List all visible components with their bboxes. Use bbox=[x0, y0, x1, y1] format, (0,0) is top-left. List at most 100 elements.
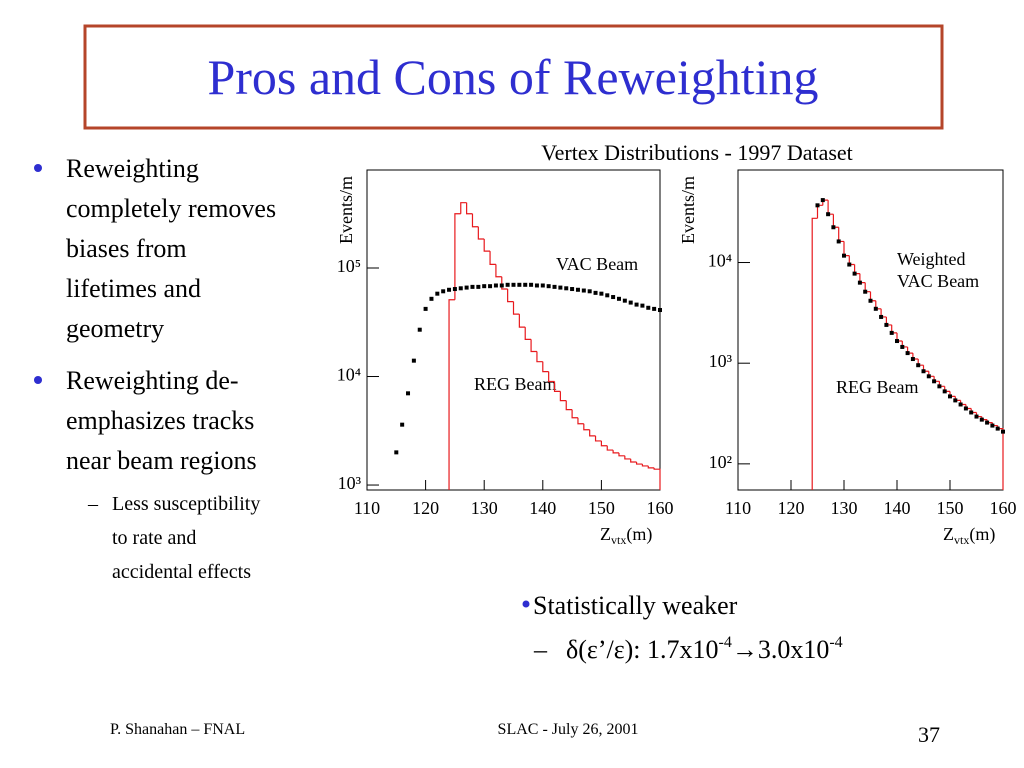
annotation: VAC Beam bbox=[556, 254, 638, 274]
histogram-bin bbox=[635, 462, 643, 465]
data-point bbox=[400, 422, 405, 427]
histogram-bin bbox=[530, 339, 537, 353]
data-point bbox=[470, 284, 475, 289]
histogram-bin bbox=[565, 400, 573, 411]
data-point bbox=[394, 450, 399, 455]
sub-bullet-dash: – bbox=[87, 493, 99, 515]
plot-frame bbox=[366, 169, 661, 491]
data-point bbox=[658, 308, 662, 313]
data-point bbox=[969, 410, 974, 415]
annotation: REG Beam bbox=[836, 377, 919, 397]
y-tick-label: 10³ bbox=[709, 351, 733, 371]
footer-left: P. Shanahan – FNAL bbox=[110, 721, 245, 738]
histogram-bin bbox=[448, 299, 455, 490]
y-axis-label: Events/m bbox=[678, 176, 698, 244]
stat-formula: δ(ε’/ε): 1.7x10-4→3.0x10-4 bbox=[566, 634, 843, 664]
data-point bbox=[831, 225, 836, 230]
data-point bbox=[593, 290, 598, 295]
x-axis-label: Zvtx(m) bbox=[943, 524, 995, 547]
histogram-bin bbox=[489, 251, 496, 265]
data-point bbox=[990, 423, 995, 428]
data-point bbox=[889, 330, 894, 335]
data-point bbox=[435, 291, 440, 296]
data-point bbox=[921, 369, 926, 374]
y-tick-label: 10² bbox=[709, 452, 732, 472]
plot-frame bbox=[737, 169, 1004, 491]
data-point bbox=[868, 298, 873, 303]
data-point bbox=[948, 394, 952, 399]
bullet-line: Reweighting bbox=[66, 154, 199, 183]
data-point bbox=[963, 406, 968, 411]
data-point bbox=[611, 295, 616, 300]
data-point bbox=[820, 198, 825, 203]
histogram-bin bbox=[997, 425, 1004, 490]
data-point bbox=[511, 282, 516, 287]
data-point bbox=[847, 262, 852, 267]
histogram-bin bbox=[641, 464, 649, 467]
histogram-bin bbox=[477, 226, 485, 240]
data-point bbox=[499, 283, 504, 288]
data-point bbox=[587, 289, 592, 294]
x-axis-label: Zvtx(m) bbox=[600, 524, 652, 547]
data-point bbox=[564, 286, 569, 291]
y-tick-label: 10⁵ bbox=[337, 256, 361, 276]
histogram-bin bbox=[501, 276, 508, 290]
histogram-bin bbox=[811, 217, 818, 490]
data-point bbox=[458, 286, 463, 291]
x-tick-label: 160 bbox=[990, 498, 1017, 518]
x-tick-label: 140 bbox=[529, 498, 556, 518]
data-point bbox=[523, 282, 528, 287]
annotation: Weighted bbox=[897, 249, 966, 269]
figure-title: Vertex Distributions - 1997 Dataset bbox=[541, 140, 853, 165]
histogram-bin bbox=[483, 239, 491, 252]
histogram-bin bbox=[518, 314, 526, 328]
data-point bbox=[826, 212, 831, 217]
data-point bbox=[570, 287, 575, 292]
data-point bbox=[995, 426, 1000, 431]
histogram-bin bbox=[553, 381, 561, 392]
data-point bbox=[916, 363, 921, 368]
bullet-line: completely removes bbox=[66, 194, 276, 223]
stat-text: Statistically weaker bbox=[533, 591, 738, 620]
annotation: REG Beam bbox=[474, 374, 557, 394]
histogram-bin bbox=[524, 327, 532, 340]
data-point bbox=[937, 384, 942, 389]
formula-part: → bbox=[732, 635, 758, 664]
y-tick-label: 10⁴ bbox=[708, 251, 732, 271]
sub-bullet-line: Less susceptibility bbox=[112, 493, 260, 515]
histogram-bin bbox=[542, 361, 549, 373]
x-tick-label: 140 bbox=[884, 498, 911, 518]
formula-sup: -4 bbox=[829, 634, 842, 651]
chart: 110 120 130 140 150 160 10³ 10⁴ 10⁵ Events/m Zvtx(… bbox=[336, 169, 674, 547]
data-point bbox=[879, 314, 884, 319]
data-point bbox=[953, 398, 958, 403]
data-point bbox=[417, 327, 422, 332]
x-tick-label: 160 bbox=[647, 498, 674, 518]
sub-bullet-line: accidental effects bbox=[112, 561, 251, 583]
data-point bbox=[441, 289, 446, 294]
data-point bbox=[979, 417, 984, 422]
annotation: VAC Beam bbox=[897, 271, 979, 291]
bullet-line: geometry bbox=[66, 314, 164, 343]
data-point bbox=[476, 284, 481, 289]
bullet-line: Reweighting de- bbox=[66, 366, 239, 395]
formula-part: δ(ε’/ε): 1.7x10 bbox=[566, 635, 719, 664]
data-point bbox=[857, 280, 862, 285]
histogram-bin bbox=[495, 264, 502, 278]
data-point bbox=[581, 288, 586, 293]
histogram-bin bbox=[606, 445, 614, 451]
data-point bbox=[634, 302, 639, 307]
data-point bbox=[616, 296, 621, 301]
data-point bbox=[482, 284, 487, 289]
data-point bbox=[423, 306, 428, 311]
data-point bbox=[884, 322, 889, 327]
data-point bbox=[873, 306, 878, 311]
data-point bbox=[546, 284, 551, 289]
title-box bbox=[83, 24, 944, 130]
data-point bbox=[517, 282, 522, 287]
data-point bbox=[895, 339, 899, 344]
data-point bbox=[900, 344, 905, 349]
data-point bbox=[622, 298, 627, 303]
